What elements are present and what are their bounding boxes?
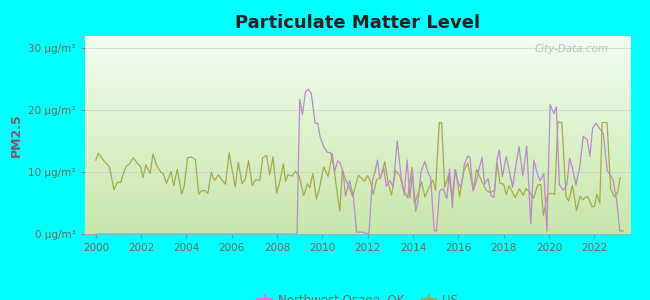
Text: City-Data.com: City-Data.com [534,44,608,54]
Title: Particulate Matter Level: Particulate Matter Level [235,14,480,32]
Legend: Northwest Osage, OK, US: Northwest Osage, OK, US [253,289,462,300]
Y-axis label: PM2.5: PM2.5 [10,113,23,157]
